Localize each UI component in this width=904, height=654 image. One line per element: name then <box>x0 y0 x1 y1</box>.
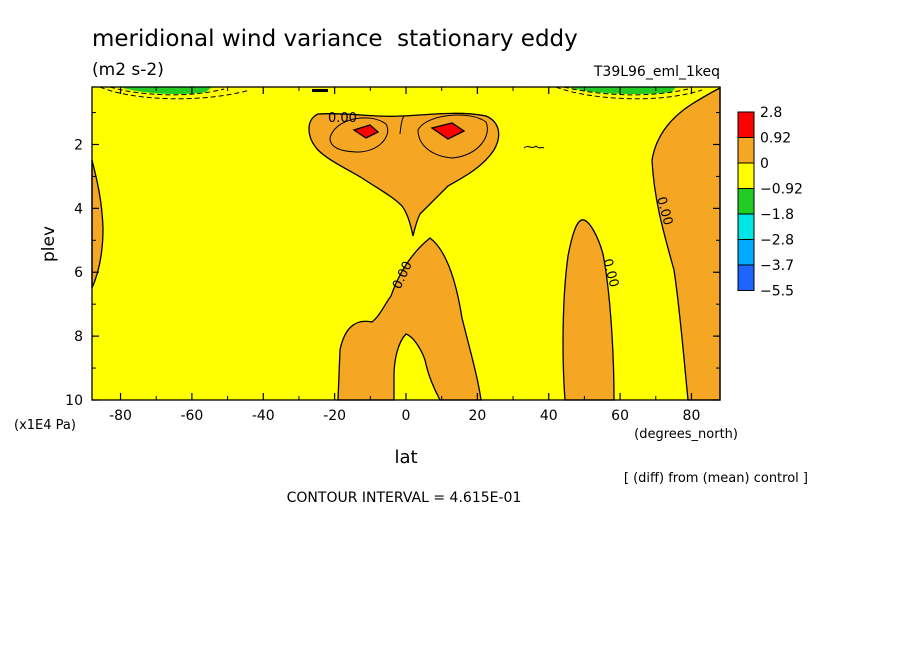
x-axis-units: (degrees_north) <box>634 427 738 442</box>
tropical-lower-region <box>337 237 482 401</box>
cap-north-fill <box>568 87 676 95</box>
inner-contours <box>329 114 545 159</box>
comparison-note: [ (diff) from (mean) control ] <box>624 471 808 486</box>
colorbar-swatch <box>737 137 755 164</box>
strong-positive-cores <box>352 122 466 140</box>
colorbar-label: 0.92 <box>760 131 791 147</box>
colorbar-swatch <box>737 111 755 138</box>
colorbar-label: −0.92 <box>760 182 803 198</box>
antarctic-edge <box>91 159 104 289</box>
cap-north-dash-1 <box>555 86 703 100</box>
run-label: T39L96_eml_1keq <box>593 64 720 80</box>
x-tick-label: -40 <box>252 408 275 424</box>
small-negative-patch <box>312 89 328 92</box>
x-tick-label: 40 <box>540 408 558 424</box>
negative-caps <box>99 86 703 100</box>
colorbar-label: −1.8 <box>760 207 794 223</box>
colorbar-swatch <box>737 162 755 189</box>
midlatitude-band <box>562 219 615 401</box>
colorbar-swatch <box>737 188 755 215</box>
y-tick-label: 2 <box>74 137 83 153</box>
x-tick-label: 60 <box>611 408 629 424</box>
plot-area: 0.00 0.00 0.00 0.00 <box>91 86 721 401</box>
x-tick-label: 0 <box>402 408 411 424</box>
x-tick-label: 80 <box>683 408 701 424</box>
colorbar-label: 0 <box>760 156 769 172</box>
y-axis-units: (x1E4 Pa) <box>14 418 76 433</box>
y-axis-label: plev <box>39 226 59 262</box>
contour-north-ring <box>417 114 488 159</box>
colorbar-label: −5.5 <box>760 284 794 300</box>
positive-regions <box>91 86 721 401</box>
x-axis: -80 -60 -40 -20 0 20 40 60 80 <box>109 87 700 424</box>
colorbar-label: −2.8 <box>760 233 794 249</box>
colorbar-swatch <box>737 264 755 291</box>
arctic-band <box>651 86 721 401</box>
y-tick-label: 10 <box>65 393 83 409</box>
cap-north-dash-2 <box>563 86 689 96</box>
y-tick-label: 4 <box>74 201 83 217</box>
colorbar-swatch <box>737 239 755 266</box>
contour-center-notch <box>399 115 405 135</box>
x-tick-label: 20 <box>468 408 486 424</box>
contour-label-midlat: 0.00 <box>599 257 621 289</box>
colorbar-label: 2.8 <box>760 105 782 121</box>
y-tick-label: 8 <box>74 329 83 345</box>
core-northern <box>430 122 466 140</box>
colorbar-label: −3.7 <box>760 258 794 274</box>
contour-south-ring <box>329 117 389 153</box>
colorbar-swatch <box>737 213 755 240</box>
core-southern <box>352 124 380 139</box>
cap-south-fill <box>120 87 212 95</box>
contour-small-feature <box>523 145 545 149</box>
contour-label-arctic: 0.00 <box>653 195 675 227</box>
y-axis: 2 4 6 8 10 <box>65 112 720 409</box>
cap-south-dash-1 <box>99 86 251 100</box>
x-axis-label: lat <box>394 447 417 468</box>
contour-interval: CONTOUR INTERVAL = 4.615E-01 <box>287 490 522 506</box>
contour-label-upper: 0.00 <box>328 111 357 126</box>
chart-title: meridional wind variance stationary eddy <box>92 26 578 52</box>
colorbar: 2.8 0.92 0 −0.92 −1.8 −2.8 −3.7 −5.5 <box>737 105 803 300</box>
x-tick-label: -60 <box>180 408 203 424</box>
x-tick-label: -80 <box>109 408 132 424</box>
y-tick-label: 6 <box>74 265 83 281</box>
x-tick-label: -20 <box>323 408 346 424</box>
tropical-upper-lobe <box>308 112 500 237</box>
chart-units: (m2 s-2) <box>92 60 164 80</box>
